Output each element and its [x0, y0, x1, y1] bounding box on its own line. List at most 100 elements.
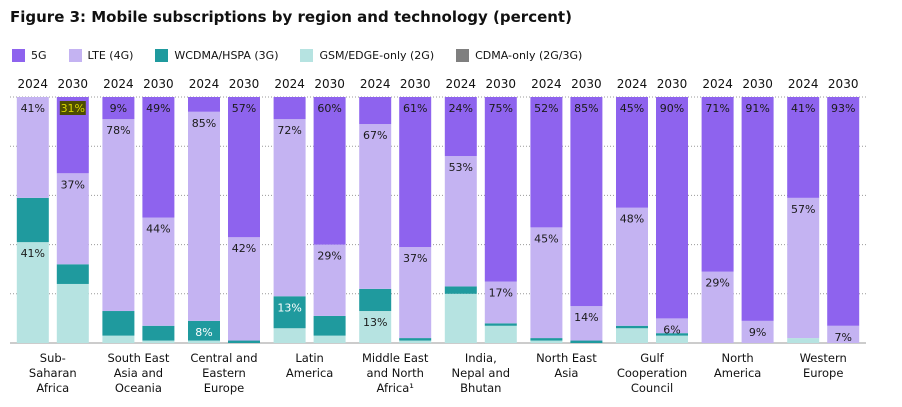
data-label: 67%: [363, 129, 387, 142]
data-label: 52%: [534, 102, 558, 115]
bar-segment-wcdma: [656, 333, 688, 336]
bar-segment-wcdma: [273, 296, 306, 329]
data-label: 57%: [791, 203, 815, 216]
data-label: 6%: [663, 323, 680, 336]
data-label: 9%: [749, 326, 766, 339]
category-label: South East: [107, 351, 169, 365]
year-label: 2024: [702, 77, 733, 91]
year-label: 2030: [828, 77, 859, 91]
legend-label-lte: LTE (4G): [87, 48, 134, 62]
data-label: 29%: [317, 250, 341, 263]
category-label: Bhutan: [460, 381, 501, 395]
data-label: 85%: [574, 102, 598, 115]
category-label: Middle East: [362, 351, 429, 365]
legend-label-fiveg: 5G: [31, 48, 47, 62]
bar-segment-wcdma: [142, 325, 175, 341]
year-label: 2030: [143, 77, 174, 91]
data-label: 31%: [61, 102, 85, 115]
year-label: 2024: [360, 77, 391, 91]
data-label: 37%: [61, 178, 85, 191]
bar-segment-lte: [570, 306, 603, 341]
bar-segment-fiveg: [444, 97, 477, 157]
data-label: 41%: [21, 102, 45, 115]
legend-item-gsm: GSM/EDGE-only (2G): [300, 48, 434, 62]
data-label: 85%: [192, 117, 216, 130]
year-label: 2024: [189, 77, 220, 91]
year-label: 2030: [742, 77, 773, 91]
bar-segment-wcdma: [16, 197, 49, 243]
data-label: 45%: [620, 102, 644, 115]
data-label: 42%: [232, 242, 256, 255]
legend-item-lte: LTE (4G): [68, 48, 134, 62]
bar-segment-lte: [484, 281, 517, 324]
chart-legend: 5G LTE (4G) WCDMA/HSPA (3G) GSM/EDGE-only (…: [12, 47, 604, 63]
category-label: Asia and: [114, 366, 163, 380]
bar-segment-fiveg: [102, 97, 135, 120]
data-label: 7%: [834, 331, 851, 344]
data-label: 71%: [705, 102, 729, 115]
legend-item-fiveg: 5G: [12, 48, 47, 62]
category-label: America: [714, 366, 761, 380]
bar-segment-fiveg: [359, 97, 392, 125]
bar-segment-fiveg: [787, 97, 820, 198]
bar-segment-fiveg: [530, 97, 563, 228]
bar-segment-wcdma: [359, 288, 392, 312]
data-label: 13%: [277, 301, 301, 314]
legend-swatch-fiveg: [12, 48, 25, 62]
year-label: 2024: [788, 77, 819, 91]
year-label: 2030: [657, 77, 688, 91]
bar-segment-lte: [656, 318, 688, 334]
bar-segment-fiveg: [484, 97, 517, 282]
bar-segment-gsm: [399, 340, 432, 343]
bar-segment-gsm: [273, 328, 306, 343]
bar-segment-wcdma: [570, 340, 603, 343]
legend-swatch-gsm: [300, 48, 314, 62]
bar-segment-lte: [827, 325, 860, 343]
legend-swatch-cdma: [456, 48, 470, 62]
category-label: Latin: [295, 351, 323, 365]
category-label: Central and: [190, 351, 257, 365]
category-label: Europe: [204, 381, 244, 395]
year-label: 2024: [531, 77, 562, 91]
year-label: 2030: [314, 77, 345, 91]
data-label: 53%: [449, 161, 473, 174]
bar-segment-lte: [399, 247, 432, 339]
data-label: 72%: [277, 124, 301, 137]
category-label: Western: [800, 351, 847, 365]
bar-segment-fiveg: [228, 97, 260, 238]
bar-segment-gsm: [444, 293, 477, 343]
category-label: Africa: [36, 381, 69, 395]
bar-segment-gsm: [530, 340, 563, 343]
data-label: 41%: [791, 102, 815, 115]
bar-segment-gsm: [142, 340, 175, 343]
bar-segment-wcdma: [313, 315, 346, 336]
category-label: Cooperation: [617, 366, 687, 380]
bar-segment-lte: [188, 111, 220, 321]
chart-title: Figure 3: Mobile subscriptions by region…: [10, 8, 572, 26]
data-label: 49%: [146, 102, 170, 115]
bar-segment-wcdma: [444, 286, 477, 294]
category-label: North: [722, 351, 754, 365]
bar-segment-fiveg: [616, 97, 648, 208]
data-label: 75%: [489, 102, 513, 115]
bar-segment-fiveg: [827, 97, 860, 326]
data-label: 13%: [363, 316, 387, 329]
year-label: 2030: [229, 77, 260, 91]
category-label: Africa¹: [376, 381, 413, 395]
bar-segment-fiveg: [741, 97, 774, 321]
bar-segment-wcdma: [102, 311, 135, 336]
category-label: Gulf: [640, 351, 664, 365]
data-label: 44%: [146, 223, 170, 236]
bar-segment-wcdma: [188, 320, 220, 341]
bar-segment-fiveg: [570, 97, 603, 307]
category-label: America: [286, 366, 333, 380]
bar-segment-lte: [142, 217, 175, 326]
legend-label-cdma: CDMA-only (2G/3G): [475, 48, 583, 62]
category-label: Oceania: [115, 381, 162, 395]
data-label: 14%: [574, 311, 598, 324]
year-label: 2024: [274, 77, 305, 91]
bar-segment-fiveg: [313, 97, 346, 245]
category-label: Eastern: [202, 366, 246, 380]
data-label: 8%: [195, 326, 212, 339]
